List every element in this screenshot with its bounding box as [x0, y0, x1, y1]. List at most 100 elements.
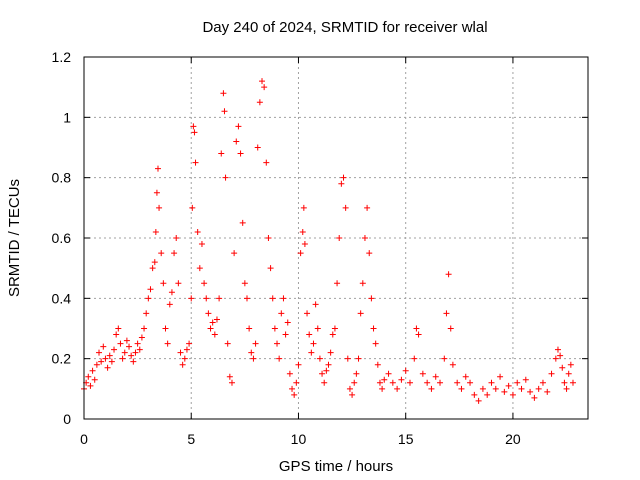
- data-point: [108, 358, 115, 365]
- data-point: [353, 370, 360, 377]
- data-point: [563, 385, 570, 392]
- data-point: [344, 355, 351, 362]
- data-point: [231, 250, 238, 257]
- data-point: [428, 385, 435, 392]
- data-point: [514, 379, 521, 386]
- data-point: [173, 235, 180, 241]
- data-point: [447, 325, 454, 332]
- data-point: [289, 385, 296, 392]
- data-point: [181, 355, 188, 362]
- data-point: [557, 352, 564, 359]
- y-axis-label: SRMTID / TECUs: [6, 179, 23, 297]
- data-point: [237, 150, 244, 157]
- data-point: [211, 331, 218, 338]
- data-point: [166, 301, 173, 308]
- points-layer: [81, 78, 576, 404]
- data-point: [389, 379, 396, 386]
- data-point: [449, 361, 456, 368]
- data-point: [559, 364, 566, 371]
- data-point: [265, 235, 272, 241]
- data-point: [342, 204, 349, 211]
- data-point: [126, 343, 133, 350]
- data-point: [552, 355, 559, 362]
- data-point: [152, 228, 159, 235]
- data-point: [351, 379, 358, 386]
- data-point: [467, 379, 474, 386]
- data-point: [156, 204, 163, 211]
- data-point: [89, 367, 96, 374]
- data-point: [561, 379, 568, 386]
- data-point: [565, 370, 572, 377]
- data-point: [100, 343, 107, 350]
- data-point: [331, 325, 338, 332]
- data-point: [522, 376, 529, 383]
- data-point: [149, 265, 156, 272]
- data-point: [190, 123, 197, 130]
- data-point: [207, 325, 214, 332]
- data-point: [179, 361, 186, 368]
- data-point: [544, 388, 551, 395]
- data-point: [221, 108, 228, 115]
- data-point: [220, 90, 227, 97]
- data-point: [259, 78, 266, 85]
- data-point: [228, 379, 235, 386]
- data-point: [121, 349, 128, 356]
- data-point: [269, 295, 276, 302]
- data-point: [205, 310, 212, 317]
- data-point: [535, 385, 542, 392]
- data-point: [130, 358, 137, 365]
- data-point: [241, 280, 248, 287]
- x-tick-label: 20: [505, 431, 521, 447]
- data-point: [475, 397, 482, 404]
- data-point: [567, 361, 574, 368]
- data-point: [141, 325, 148, 332]
- data-point: [189, 204, 196, 211]
- data-point: [323, 367, 330, 374]
- data-point: [321, 379, 328, 386]
- data-point: [569, 379, 576, 386]
- data-point: [297, 250, 304, 257]
- data-point: [213, 316, 220, 323]
- data-point: [106, 352, 113, 359]
- data-point: [145, 295, 152, 302]
- data-point: [394, 385, 401, 392]
- data-point: [177, 349, 184, 356]
- data-point: [501, 388, 508, 395]
- data-point: [243, 295, 250, 302]
- data-point: [96, 349, 103, 356]
- x-axis-label: GPS time / hours: [279, 458, 393, 475]
- data-point: [370, 325, 377, 332]
- data-point: [357, 310, 364, 317]
- data-point: [136, 346, 143, 353]
- data-point: [175, 280, 182, 287]
- data-point: [276, 355, 283, 362]
- data-point: [271, 325, 278, 332]
- data-point: [334, 280, 341, 287]
- data-point: [497, 373, 504, 380]
- data-point: [492, 385, 499, 392]
- data-point: [366, 250, 373, 257]
- data-point: [346, 385, 353, 392]
- data-point: [379, 385, 386, 392]
- data-point: [151, 259, 158, 266]
- data-point: [224, 340, 231, 347]
- data-point: [325, 361, 332, 368]
- data-point: [104, 364, 111, 371]
- data-point: [554, 346, 561, 353]
- y-tick-label: 0.4: [52, 290, 72, 306]
- data-point: [310, 340, 317, 347]
- data-point: [338, 180, 345, 187]
- data-point: [319, 370, 326, 377]
- data-point: [471, 391, 478, 398]
- data-point: [340, 174, 347, 181]
- data-point: [406, 379, 413, 386]
- data-point: [143, 310, 150, 317]
- data-point: [518, 385, 525, 392]
- data-point: [314, 325, 321, 332]
- data-point: [158, 250, 165, 257]
- data-point: [443, 310, 450, 317]
- data-point: [138, 334, 145, 341]
- data-point: [278, 310, 285, 317]
- data-point: [123, 337, 130, 344]
